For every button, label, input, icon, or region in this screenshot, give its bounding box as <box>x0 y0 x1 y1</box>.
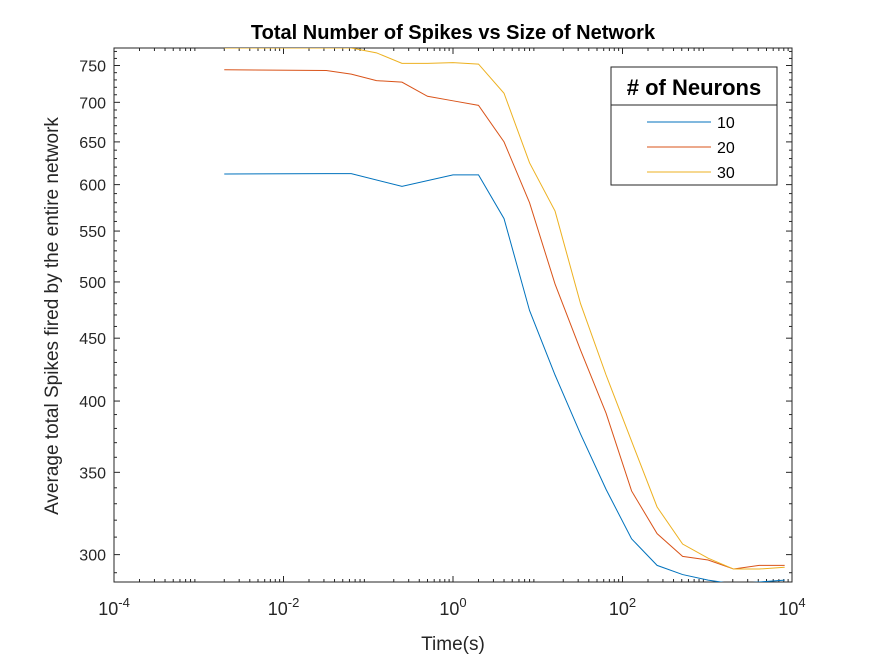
series-line-30 <box>224 48 785 570</box>
y-axis-label: Average total Spikes fired by the entire… <box>42 117 63 515</box>
x-tick-label: 104 <box>778 595 805 619</box>
y-tick-label: 700 <box>79 95 106 112</box>
legend-box <box>610 66 778 186</box>
legend-title: # of Neurons <box>627 75 761 100</box>
legend-label-10: 10 <box>717 115 735 132</box>
plot-area: 10-4 10-2 100 102 104 300 350 400 450 500 550 600 65… <box>79 47 806 619</box>
y-tick-label: 350 <box>79 465 106 482</box>
y-tick-label: 300 <box>79 548 106 565</box>
series-line-20 <box>224 69 785 570</box>
y-tick-label: 450 <box>79 331 106 348</box>
y-tick-label: 650 <box>79 135 106 152</box>
y-tick-label: 750 <box>79 59 106 76</box>
x-axis-label: Time(s) <box>421 634 485 655</box>
legend-label-30: 30 <box>717 165 735 182</box>
chart-title: Total Number of Spikes vs Size of Networ… <box>251 22 656 44</box>
series-line-10 <box>224 173 785 582</box>
x-tick-label: 10-4 <box>98 595 130 619</box>
y-tick-label: 400 <box>79 394 106 411</box>
y-tick-label: 550 <box>79 224 106 241</box>
legend-label-20: 20 <box>717 140 735 157</box>
legend: # of Neurons 10 20 30 <box>610 66 778 186</box>
x-tick-label: 102 <box>609 595 636 619</box>
y-tick-label: 500 <box>79 275 106 292</box>
x-tick-label: 10-2 <box>268 595 300 619</box>
x-tick-label: 100 <box>439 595 466 619</box>
y-tick-label: 600 <box>79 178 106 195</box>
